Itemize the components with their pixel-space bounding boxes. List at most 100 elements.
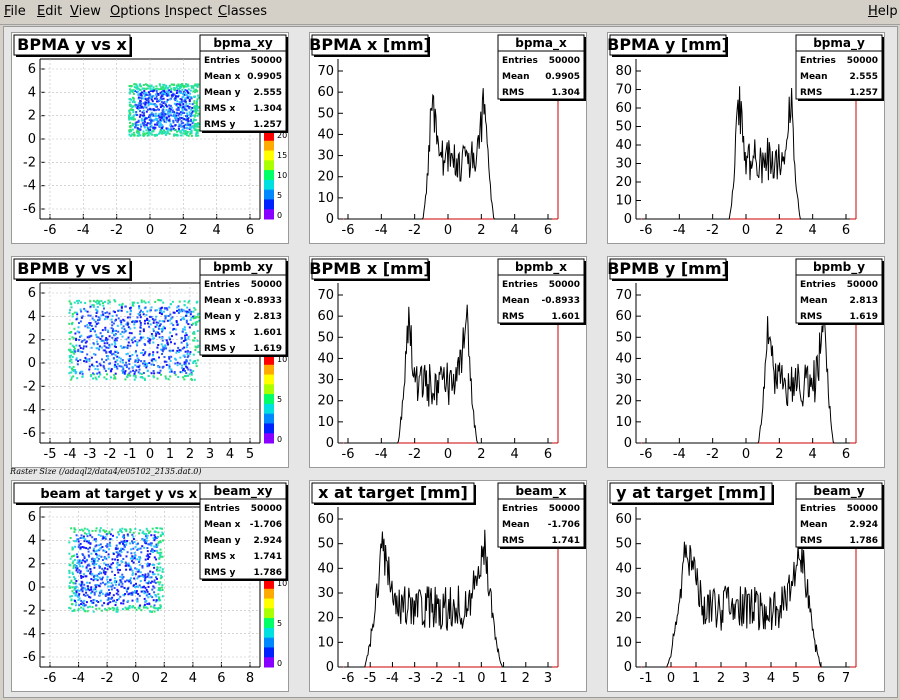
- x-tick-label: 3: [544, 671, 552, 686]
- stats-label: RMS: [502, 88, 524, 98]
- stats-box: beam_x Entries 50000 Mean -1.706 RMS 1.741: [497, 482, 586, 549]
- stats-label: Mean: [502, 520, 530, 530]
- stats-value: 1.741: [552, 536, 580, 546]
- pad-bpma_x[interactable]: -6 -4 -2 0 2 4 6 70 60 50 40 30 20 10 0 BPMA x [mm] bpma…: [309, 32, 587, 244]
- y-tick-label: 4: [28, 533, 36, 548]
- x-tick-label: -4: [673, 223, 686, 238]
- x-tick-label: -5: [364, 671, 377, 686]
- y-tick-label: 30: [615, 157, 632, 172]
- pad-title-box: BPMB x [mm]: [309, 258, 431, 281]
- x-tick-label: -2: [408, 223, 421, 238]
- plot-beam_y[interactable]: -1 0 1 2 3 4 5 6 7 60 50 40 30 20 10 0 y at target [mm] b…: [608, 481, 884, 691]
- x-tick-label: 6: [246, 223, 254, 238]
- y-tick-label: 60: [615, 309, 632, 324]
- y-tick-label: 10: [615, 194, 632, 209]
- menu-inspect[interactable]: Inspect: [165, 4, 213, 19]
- y-tick-label: 0: [28, 356, 36, 371]
- scatter-points: [68, 527, 164, 613]
- pad-bpmb_x[interactable]: -6 -4 -2 0 2 4 6 70 60 50 40 30 20 10 0 BPMB x [mm] bpmb…: [309, 256, 587, 468]
- stats-label: RMS: [800, 536, 822, 546]
- plot-bpma_x[interactable]: -6 -4 -2 0 2 4 6 70 60 50 40 30 20 10 0 BPMA x [mm] bpma…: [309, 33, 586, 243]
- stats-label: Mean y: [204, 312, 241, 322]
- stats-value: 1.619: [254, 344, 282, 354]
- x-tick-label: -2: [706, 447, 719, 462]
- y-tick-label: 0: [28, 132, 36, 147]
- color-palette: [264, 355, 274, 444]
- stats-value: 2.555: [254, 88, 282, 98]
- stats-label: RMS: [800, 88, 822, 98]
- plot-bpmb_y[interactable]: -6 -4 -2 0 2 4 6 70 60 50 40 30 20 10 0 BPMB y [mm] bpmb…: [607, 257, 884, 467]
- y-tick-label: -6: [23, 650, 36, 665]
- stats-label: Mean: [800, 296, 828, 306]
- stats-value: -0.8933: [542, 296, 580, 306]
- pad-title: BPMA y vs x: [17, 35, 127, 54]
- y-tick-label: 30: [615, 586, 632, 601]
- z-tick-label: 0: [277, 659, 282, 668]
- plot-bpma_y[interactable]: -6 -4 -2 0 2 4 6 80 70 60 50 40 30 20 10 0 BPMA y [mm] bp…: [607, 33, 884, 243]
- stats-value: 1.786: [254, 568, 282, 578]
- pad-title: beam at target y vs x: [40, 487, 197, 502]
- stats-label: RMS x: [204, 328, 236, 338]
- y-tick-label: 20: [615, 175, 632, 190]
- stats-label: RMS: [502, 312, 524, 322]
- z-tick-label: 10: [277, 355, 287, 364]
- stats-value: -0.8933: [244, 296, 282, 306]
- stats-box: bpmb_y Entries 50000 Mean 2.813 RMS 1.619: [795, 258, 884, 325]
- menu-help[interactable]: Help: [868, 4, 898, 19]
- pad-title-box: x at target [mm]: [311, 482, 476, 505]
- pad-beam_x[interactable]: -6 -5 -4 -3 -2 -1 0 1 2 3 60 50 40 30 20 10 0 x at target…: [309, 480, 587, 692]
- pad-title-box: BPMA x [mm]: [309, 34, 431, 57]
- x-tick-label: 3: [206, 447, 214, 462]
- y-tick-label: 10: [317, 191, 334, 206]
- y-tick-label: 0: [326, 660, 334, 675]
- histogram-line: [344, 529, 552, 668]
- x-tick-label: -4: [386, 671, 399, 686]
- menu-view[interactable]: View: [70, 4, 101, 19]
- x-tick-label: 6: [842, 447, 850, 462]
- x-tick-label: 1: [166, 447, 174, 462]
- y-tick-label: 6: [28, 510, 36, 525]
- x-tick-label: 2: [775, 447, 783, 462]
- x-tick-label: 0: [667, 671, 675, 686]
- x-tick-label: 4: [213, 223, 221, 238]
- pad-bpmb_xy[interactable]: -5 -4 -3 -2 -1 0 1 2 3 4 5 6 4 2 0 -2 -4 -6 10 5 0 BPMB y vs …: [11, 256, 289, 468]
- stats-label: Mean y: [204, 536, 241, 546]
- pad-beam_xy[interactable]: -6 -4 -2 0 2 4 6 8 6 4 2 0 -2 -4 -6 10 5 0 beam at target …: [11, 480, 289, 692]
- plot-beam_xy[interactable]: -6 -4 -2 0 2 4 6 8 6 4 2 0 -2 -4 -6 10 5 0 beam at target …: [12, 481, 288, 691]
- pad-bpma_y[interactable]: -6 -4 -2 0 2 4 6 80 70 60 50 40 30 20 10 0 BPMA y [mm] bp…: [607, 32, 885, 244]
- y-tick-label: 50: [317, 106, 334, 121]
- y-tick-label: 50: [317, 537, 334, 552]
- y-tick-label: 40: [317, 561, 334, 576]
- pad-title: BPMA y [mm]: [608, 35, 729, 54]
- pad-beam_y[interactable]: -1 0 1 2 3 4 5 6 7 60 50 40 30 20 10 0 y at target [mm] b…: [607, 480, 885, 692]
- y-tick-label: 70: [615, 83, 632, 98]
- stats-label: RMS: [800, 312, 822, 322]
- y-tick-label: 70: [317, 64, 334, 79]
- z-tick-label: 0: [277, 435, 282, 444]
- stats-value: 50000: [251, 280, 282, 290]
- y-tick-label: 10: [317, 635, 334, 650]
- y-tick-label: 4: [28, 309, 36, 324]
- stats-label: Mean: [502, 72, 530, 82]
- stats-label: Mean: [800, 520, 828, 530]
- menu-options[interactable]: Options: [110, 4, 161, 19]
- stats-name: bpmb_xy: [213, 260, 273, 275]
- z-tick-label: 5: [277, 619, 282, 628]
- menu-file[interactable]: File: [4, 4, 26, 19]
- pad-bpmb_y[interactable]: -6 -4 -2 0 2 4 6 70 60 50 40 30 20 10 0 BPMB y [mm] bpmb…: [607, 256, 885, 468]
- raster-size-caption: Raster Size (/adaql2/data4/e05102_2135.d…: [10, 467, 202, 476]
- stats-box: bpmb_x Entries 50000 Mean -0.8933 RMS 1.601: [497, 258, 586, 325]
- menu-classes[interactable]: Classes: [218, 4, 267, 19]
- y-tick-label: 20: [317, 170, 334, 185]
- stats-box: beam_y Entries 50000 Mean 2.924 RMS 1.786: [795, 482, 884, 549]
- menu-edit[interactable]: Edit: [37, 4, 63, 19]
- x-tick-label: 3: [742, 671, 750, 686]
- x-tick-label: 2: [477, 223, 485, 238]
- plot-bpmb_x[interactable]: -6 -4 -2 0 2 4 6 70 60 50 40 30 20 10 0 BPMB x [mm] bpmb…: [309, 257, 586, 467]
- y-tick-label: 0: [624, 660, 632, 675]
